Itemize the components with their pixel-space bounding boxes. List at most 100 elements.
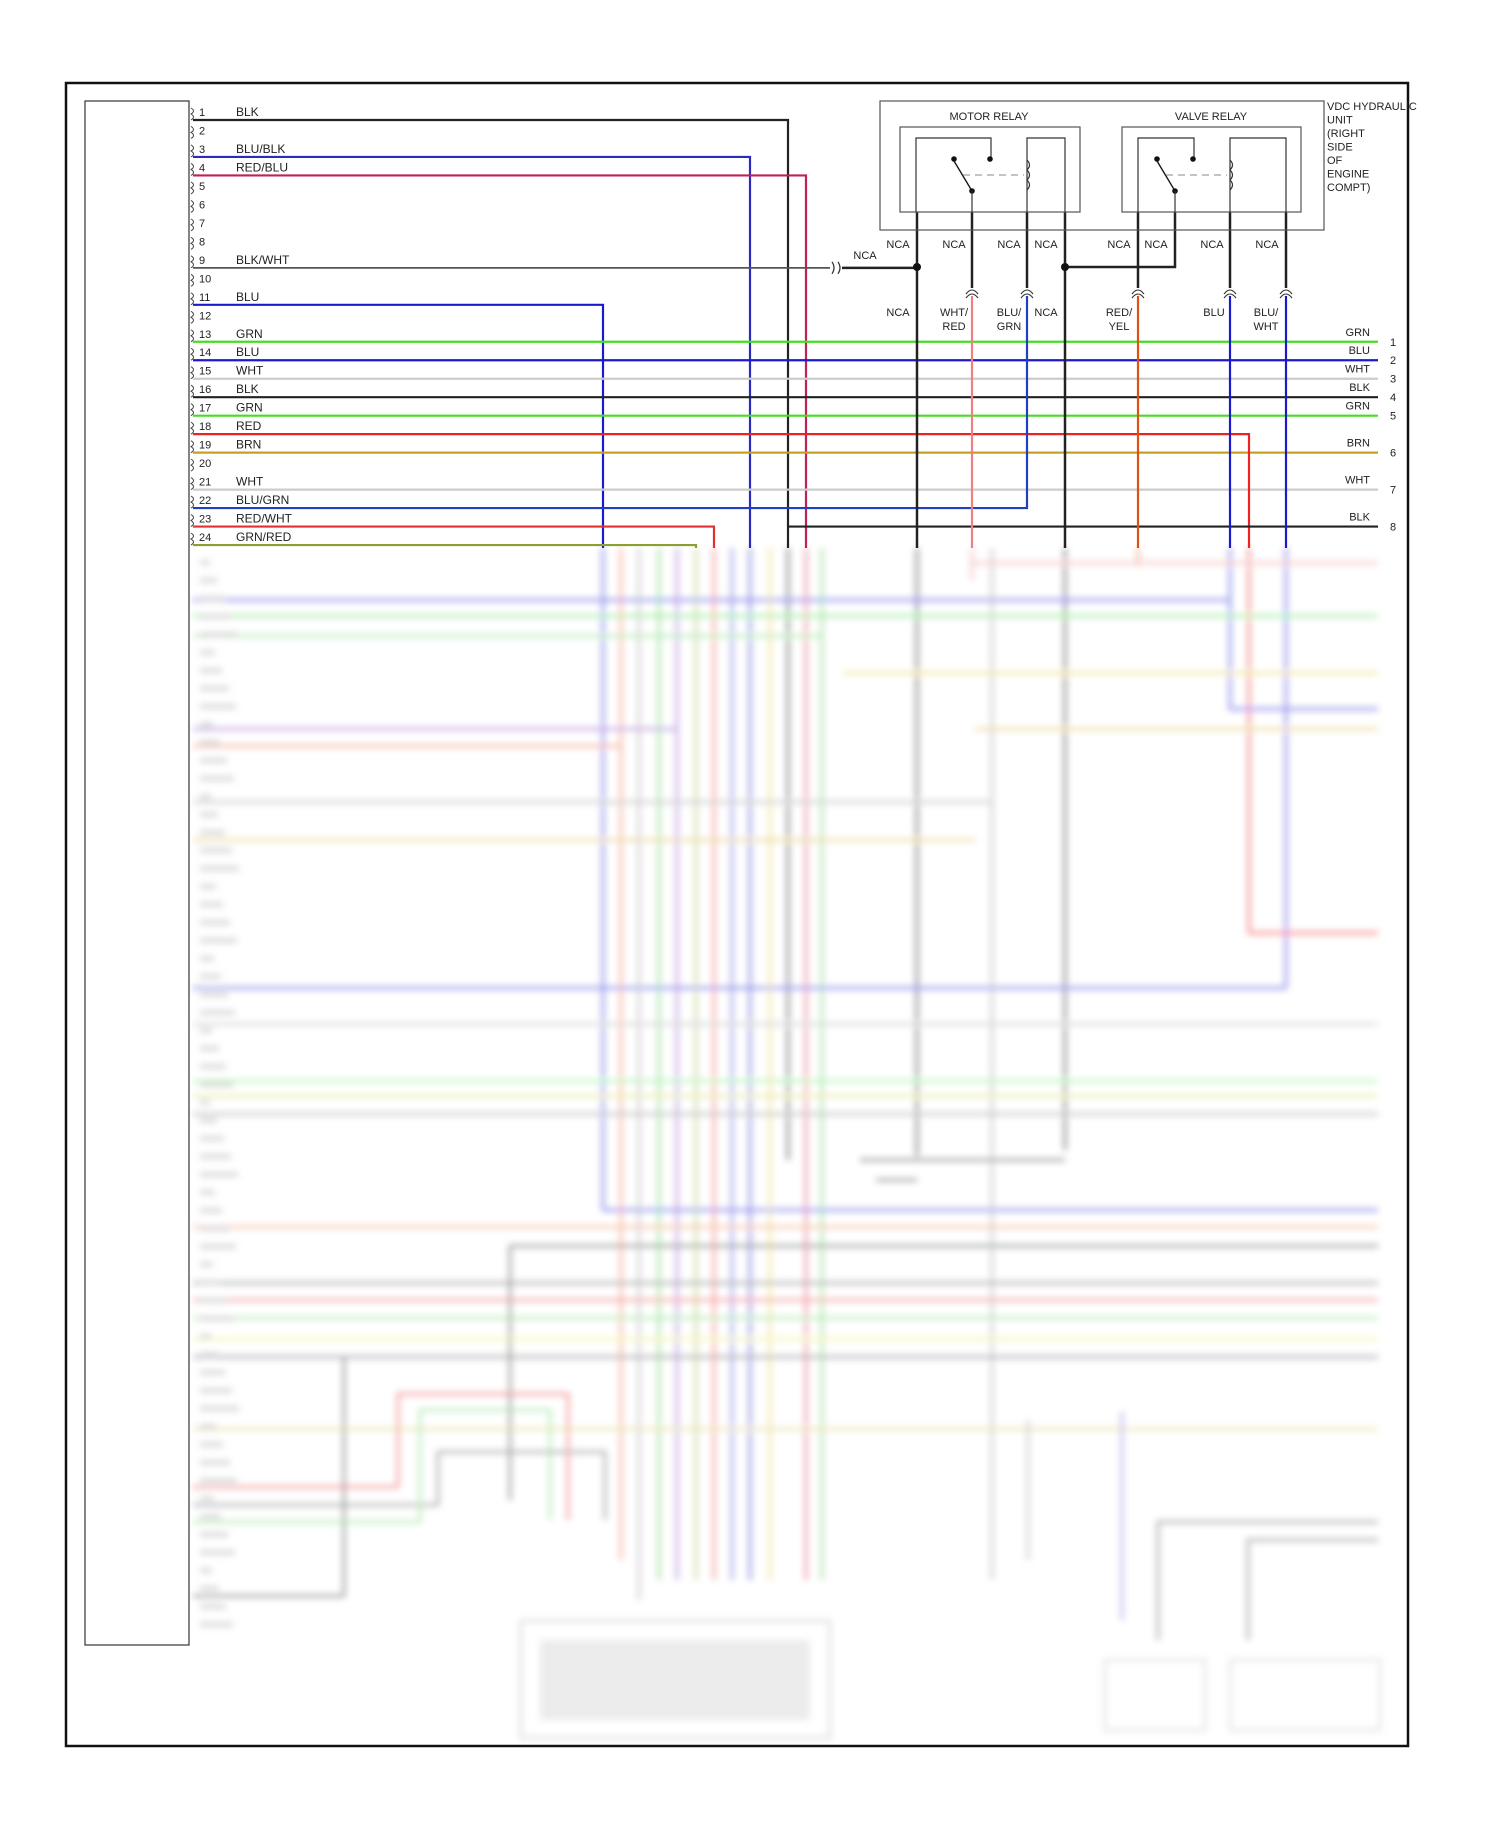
splice-dot bbox=[913, 263, 921, 271]
obscured-wire bbox=[418, 1408, 552, 1522]
obscured-label bbox=[200, 1442, 223, 1447]
obscured-label bbox=[200, 1550, 235, 1555]
obscured-label bbox=[200, 1406, 239, 1411]
pin-terminal-icon bbox=[190, 384, 194, 398]
wire-pin-4 bbox=[193, 174, 808, 548]
pin-terminal-icon bbox=[190, 163, 194, 176]
obscured-label bbox=[200, 1532, 228, 1537]
wire-pin-22 bbox=[193, 296, 1029, 510]
obscured-label bbox=[200, 920, 230, 925]
obscured-label bbox=[200, 902, 223, 907]
connector-icon bbox=[1131, 289, 1145, 299]
relay-terminal-label: NCA bbox=[1255, 239, 1279, 251]
left-pin-number: 7 bbox=[199, 218, 205, 230]
left-wire-color-label: RED/WHT bbox=[236, 512, 293, 526]
left-wire-color-label: GRN bbox=[236, 401, 263, 415]
pin-terminal-icon bbox=[190, 310, 194, 324]
left-pin-number: 2 bbox=[199, 125, 205, 137]
left-wire-color-label: BRN bbox=[236, 438, 261, 452]
right-pin-number: 6 bbox=[1390, 448, 1396, 460]
left-wire-color-label: GRN bbox=[236, 327, 263, 341]
obscured-label bbox=[200, 704, 236, 709]
left-pin-number: 3 bbox=[199, 144, 205, 156]
hydraulic-wire-label: YEL bbox=[1109, 321, 1130, 333]
relay-terminal-label: NCA bbox=[1034, 239, 1058, 251]
motor-relay-label: MOTOR RELAY bbox=[949, 111, 1029, 123]
left-wire-color-label: BLU/BLK bbox=[236, 142, 285, 156]
obscured-wire bbox=[1156, 1520, 1378, 1640]
left-pin-number: 13 bbox=[199, 329, 211, 341]
wire-pin-1 bbox=[193, 118, 790, 548]
pin-terminal-icon bbox=[190, 458, 194, 472]
left-wire-color-label: BLK/WHT bbox=[236, 253, 290, 267]
obscured-label bbox=[200, 1280, 220, 1285]
wire-pin-11 bbox=[193, 303, 605, 548]
obscured-label bbox=[200, 1604, 226, 1609]
obscured-label bbox=[200, 614, 231, 619]
obscured-connector-pins bbox=[540, 1640, 810, 1720]
obscured-connector-block bbox=[520, 1620, 831, 1739]
obscured-label bbox=[200, 740, 220, 745]
left-pin-number: 23 bbox=[199, 514, 211, 526]
motor-relay-coil-frame bbox=[1026, 137, 1066, 212]
obscured-label bbox=[200, 1154, 231, 1159]
left-pin-number: 9 bbox=[199, 255, 205, 267]
left-wire-color-label: GRN/RED bbox=[236, 530, 292, 544]
connector-icon bbox=[965, 289, 979, 299]
relay-terminal-label: NCA bbox=[1144, 239, 1168, 251]
pin-terminal-icon bbox=[190, 181, 194, 195]
pin-terminal-icon bbox=[190, 126, 194, 139]
obscured-label bbox=[200, 794, 211, 799]
hydraulic-wire-label: GRN bbox=[997, 321, 1022, 333]
left-pin-number: 18 bbox=[199, 421, 211, 433]
right-wire-color-label: BLU bbox=[1349, 345, 1370, 357]
obscured-label bbox=[200, 1064, 226, 1069]
splice-nca-label: NCA bbox=[853, 250, 877, 262]
right-wire-color-label: BLK bbox=[1349, 512, 1370, 524]
control-module-box bbox=[84, 100, 190, 1646]
obscured-label bbox=[200, 776, 234, 781]
right-pin-number: 3 bbox=[1390, 374, 1396, 386]
right-wire-color-label: WHT bbox=[1345, 364, 1370, 376]
left-pin-number: 21 bbox=[199, 477, 211, 489]
obscured-label bbox=[200, 1424, 216, 1429]
obscured-wire bbox=[1246, 1538, 1378, 1640]
relay-terminal-label: NCA bbox=[942, 239, 966, 251]
left-pin-number: 16 bbox=[199, 384, 211, 396]
coil-icon bbox=[1026, 159, 1031, 191]
right-pin-number: 1 bbox=[1390, 337, 1396, 349]
hydraulic-unit-box bbox=[879, 100, 1325, 231]
obscured-label bbox=[200, 1208, 222, 1213]
right-wire-color-label: GRN bbox=[1346, 401, 1371, 413]
vdc-hydraulic-unit: MOTOR RELAY VALVE RELAY VDC HYDRAULIC UNI… bbox=[879, 100, 1417, 333]
left-wire-color-label: RED bbox=[236, 419, 262, 433]
left-pin-number: 8 bbox=[199, 236, 205, 248]
hydraulic-wire-label: WHT bbox=[1253, 321, 1278, 333]
hydraulic-unit-title-line: (RIGHT bbox=[1327, 128, 1365, 140]
motor-relay-box bbox=[899, 126, 1081, 213]
connector-icon bbox=[1223, 289, 1237, 299]
obscured-label bbox=[200, 686, 229, 691]
obscured-label bbox=[200, 1172, 238, 1177]
obscured-label bbox=[200, 1316, 234, 1321]
hydraulic-unit-title-line: COMPT) bbox=[1327, 182, 1370, 194]
right-wire-color-label: GRN bbox=[1346, 327, 1371, 339]
obscured-label bbox=[200, 1370, 225, 1375]
hydraulic-unit-title-line: UNIT bbox=[1327, 115, 1353, 127]
relay-terminal-label: NCA bbox=[997, 239, 1021, 251]
motor-relay-contact-dot bbox=[987, 156, 993, 162]
motor-relay-contact-line bbox=[915, 137, 992, 212]
relay-terminal-label: NCA bbox=[1200, 239, 1224, 251]
obscured-label bbox=[200, 848, 232, 853]
right-pin-number: 8 bbox=[1390, 522, 1396, 534]
left-pin-number: 12 bbox=[199, 310, 211, 322]
left-pin-number: 20 bbox=[199, 458, 211, 470]
hydraulic-unit-title-line: VDC HYDRAULIC bbox=[1327, 101, 1417, 113]
hydraulic-wire-label: WHT/ bbox=[940, 307, 969, 319]
valve-relay-contact-line bbox=[1137, 137, 1195, 212]
pin-terminal-icon bbox=[190, 347, 194, 361]
pin-terminal-icon bbox=[190, 144, 194, 158]
obscured-label bbox=[200, 632, 238, 637]
left-wire-color-label: WHT bbox=[236, 364, 264, 378]
